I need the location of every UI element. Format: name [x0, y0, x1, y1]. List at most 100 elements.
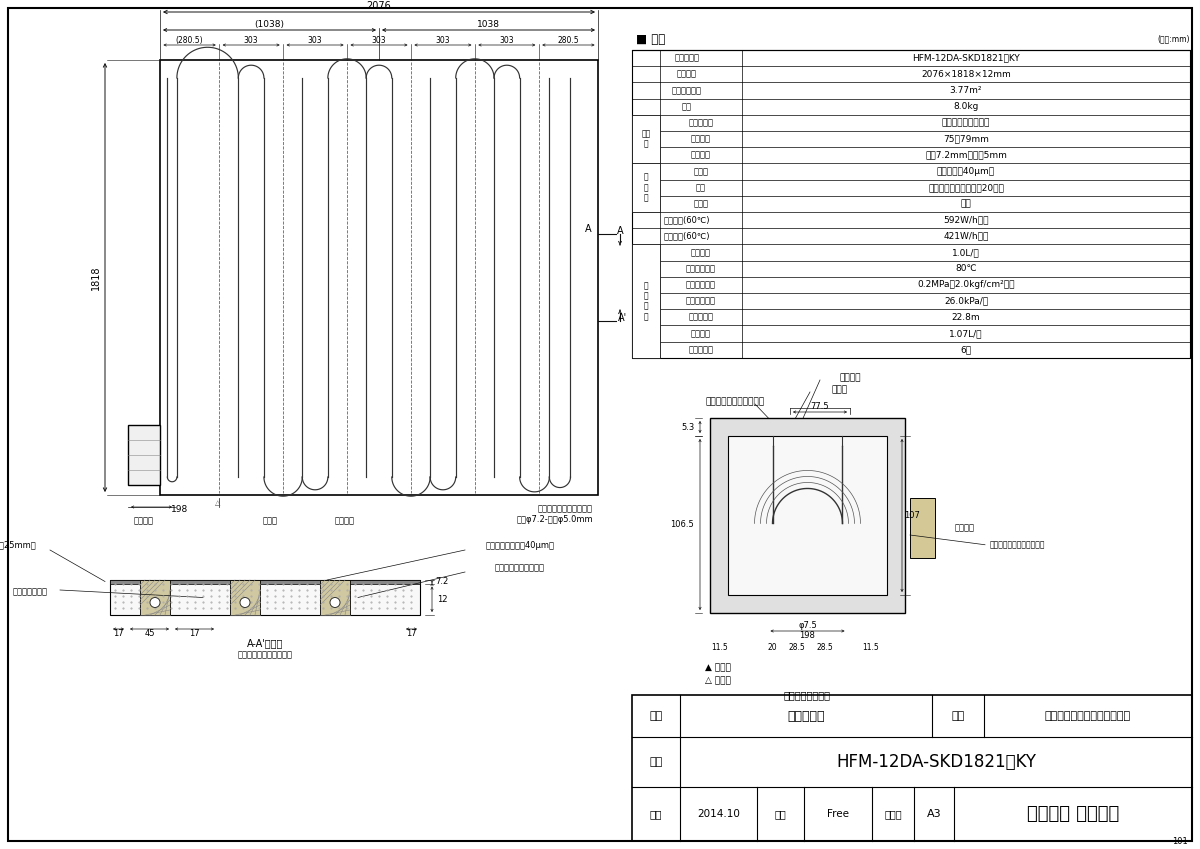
Text: 80℃: 80℃ — [955, 264, 977, 273]
Text: 放熱
管: 放熱 管 — [641, 129, 650, 149]
Text: 45: 45 — [144, 629, 155, 638]
Text: 198: 198 — [172, 504, 188, 514]
Text: 最高使用温度: 最高使用温度 — [686, 264, 716, 273]
Text: 421W/h・枚: 421W/h・枚 — [943, 232, 989, 241]
Text: 表面材: 表面材 — [694, 167, 708, 176]
Bar — [632, 695, 1192, 841]
Text: 型式: 型式 — [649, 757, 662, 767]
Text: 管サイズ: 管サイズ — [691, 151, 710, 160]
Bar — [910, 498, 935, 558]
Text: 架橋ポリエチレンパイプ: 架橋ポリエチレンパイプ — [238, 650, 293, 660]
Text: 303: 303 — [307, 36, 323, 44]
Bar — [728, 436, 887, 595]
Text: 28.5: 28.5 — [817, 644, 833, 653]
Text: 小小根太: 小小根太 — [335, 516, 355, 526]
Text: 77.5: 77.5 — [811, 402, 829, 411]
Text: 小根太: 小根太 — [263, 516, 277, 526]
Text: ポリスチレン発泡体（20倍）: ポリスチレン発泡体（20倍） — [928, 183, 1004, 192]
Text: 12: 12 — [437, 595, 448, 604]
Text: アルミ箔（40μm）: アルミ箔（40μm） — [937, 167, 995, 176]
Text: 280.5: 280.5 — [558, 36, 580, 44]
Text: HFM-12DA-SKD1821（KY: HFM-12DA-SKD1821（KY — [836, 753, 1036, 771]
Text: 2014.10: 2014.10 — [697, 809, 740, 819]
Text: 標準流量抵抗: 標準流量抵抗 — [686, 296, 716, 306]
Text: 保有水量: 保有水量 — [691, 329, 710, 338]
Text: 106.5: 106.5 — [670, 520, 694, 529]
Bar — [140, 580, 170, 615]
Text: 17: 17 — [113, 629, 124, 638]
Text: (単位:mm): (単位:mm) — [1158, 35, 1190, 43]
Text: 8.0kg: 8.0kg — [953, 102, 979, 111]
Text: 0.2MPa（2.0kgf/cm²　）: 0.2MPa（2.0kgf/cm² ） — [917, 280, 1015, 290]
Bar — [632, 115, 660, 163]
Text: 20: 20 — [768, 644, 778, 653]
Text: △ 谷折り: △ 谷折り — [706, 677, 731, 685]
Text: 品名: 品名 — [952, 711, 965, 721]
Text: 架橋ポリエチレン管: 架橋ポリエチレン管 — [942, 118, 990, 127]
Text: グリーンライン（25mm）: グリーンライン（25mm） — [0, 541, 36, 549]
Text: マ
ッ
ト: マ ッ ト — [643, 173, 648, 203]
Circle shape — [150, 598, 160, 608]
Text: 2076: 2076 — [367, 1, 391, 11]
Text: 5.3: 5.3 — [682, 423, 695, 431]
Text: ヘッダー: ヘッダー — [134, 516, 154, 526]
Text: 75～79mm: 75～79mm — [943, 135, 989, 143]
Text: A': A' — [618, 313, 626, 323]
Text: 暖房能力(60℃): 暖房能力(60℃) — [664, 232, 710, 241]
Bar — [110, 580, 420, 615]
Text: 管ピッチ: 管ピッチ — [691, 135, 710, 143]
Text: HFM-12DA-SKD1821（KY: HFM-12DA-SKD1821（KY — [912, 53, 1020, 63]
Text: リンナイ 株式会社: リンナイ 株式会社 — [1027, 805, 1120, 823]
Text: 17: 17 — [406, 629, 416, 638]
Text: 投入熱量(60℃): 投入熱量(60℃) — [664, 216, 710, 225]
Text: A: A — [617, 226, 623, 236]
Text: 198: 198 — [799, 631, 816, 639]
Text: ■ 仕様: ■ 仕様 — [636, 32, 665, 46]
Text: 基材: 基材 — [696, 183, 706, 192]
Bar — [110, 580, 420, 583]
Text: 107: 107 — [904, 511, 920, 520]
Text: 小根太入りハード温水マット: 小根太入りハード温水マット — [1045, 711, 1132, 721]
Text: 303: 303 — [372, 36, 386, 44]
Text: 裏面材: 裏面材 — [694, 200, 708, 208]
Text: 釘打検知用信号線貼付位置: 釘打検知用信号線貼付位置 — [990, 540, 1045, 549]
Text: (1038): (1038) — [254, 20, 284, 29]
Text: 架橋ポリエチレンパイプ: 架橋ポリエチレンパイプ — [538, 504, 593, 514]
Text: 11.5: 11.5 — [712, 644, 728, 653]
Text: 質量: 質量 — [682, 102, 692, 111]
Text: △: △ — [215, 500, 220, 506]
Circle shape — [330, 598, 340, 608]
Text: 26.0kPa/枚: 26.0kPa/枚 — [944, 296, 988, 306]
Text: 101: 101 — [1172, 837, 1188, 846]
Bar — [632, 163, 660, 212]
Text: A: A — [584, 224, 592, 234]
Text: φ7.5: φ7.5 — [798, 621, 817, 629]
Text: ヘッダー: ヘッダー — [839, 374, 860, 383]
Text: 材質・材料: 材質・材料 — [689, 118, 714, 127]
Text: 尺度: 尺度 — [775, 809, 786, 819]
Text: 設
計
関
係: 設 計 関 係 — [643, 281, 648, 321]
Text: 小根太（合板）: 小根太（合板） — [12, 588, 48, 597]
Text: 外径φ7.2-内径φ5.0mm: 外径φ7.2-内径φ5.0mm — [516, 514, 593, 524]
Text: 7.2: 7.2 — [436, 577, 449, 587]
Text: 11.5: 11.5 — [862, 644, 878, 653]
Text: 外径7.2mm　内径5mm: 外径7.2mm 内径5mm — [925, 151, 1007, 160]
Text: 1818: 1818 — [91, 265, 101, 290]
Bar — [632, 50, 1190, 357]
Text: 592W/h・枚: 592W/h・枚 — [943, 216, 989, 225]
Text: 名称: 名称 — [649, 711, 662, 721]
Bar — [632, 245, 660, 357]
Text: 小小根太: 小小根太 — [955, 524, 974, 532]
Text: 1.07L/枚: 1.07L/枚 — [949, 329, 983, 338]
Text: 1.0L/分: 1.0L/分 — [952, 248, 980, 257]
Text: 22.8m: 22.8m — [952, 312, 980, 322]
Text: 外形寸法図: 外形寸法図 — [787, 710, 824, 722]
Text: A3: A3 — [926, 809, 941, 819]
Text: なし: なし — [961, 200, 971, 208]
Text: ＰＴ相当長: ＰＴ相当長 — [689, 312, 714, 322]
Text: ヘッダー部詳細図: ヘッダー部詳細図 — [784, 690, 830, 700]
Text: ▲ 山折り: ▲ 山折り — [706, 664, 731, 672]
Text: Free: Free — [827, 809, 850, 819]
Text: 作成: 作成 — [649, 809, 662, 819]
Bar — [160, 60, 598, 495]
